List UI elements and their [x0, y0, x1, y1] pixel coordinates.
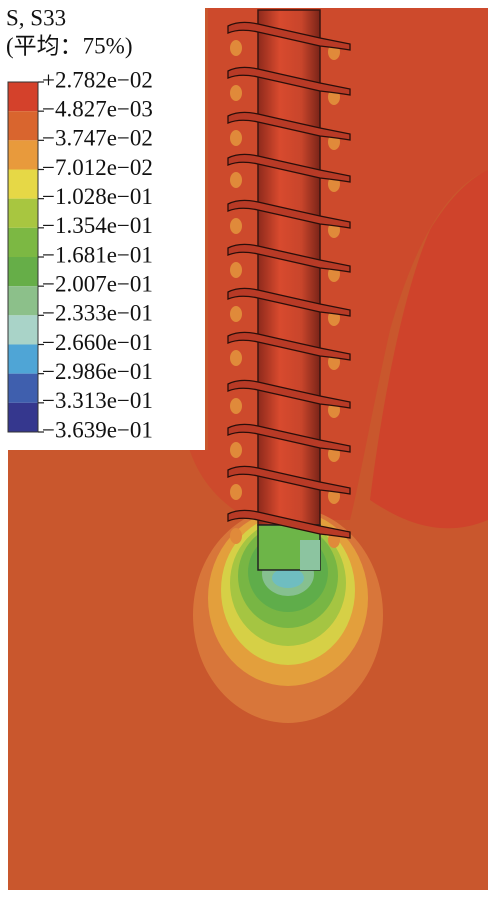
- helix-plate: [227, 287, 351, 317]
- plate-spot: [230, 130, 242, 146]
- pile-tip-shade: [300, 540, 320, 570]
- plate-spot: [230, 306, 242, 322]
- legend-label: −3.313e−01: [42, 388, 153, 413]
- helix-plate: [227, 111, 351, 141]
- legend-label: −2.986e−01: [42, 359, 153, 384]
- legend-swatch: [8, 402, 38, 432]
- plate-spot: [230, 350, 242, 366]
- legend-label: +2.782e−02: [42, 67, 153, 92]
- legend-swatch: [8, 286, 38, 316]
- legend-label: −2.333e−01: [42, 301, 153, 326]
- legend-label: −1.028e−01: [42, 184, 153, 209]
- helix-plate: [227, 331, 351, 361]
- legend-label: −4.827e−03: [42, 96, 153, 121]
- helix-plate: [227, 509, 351, 539]
- bulb-core: [272, 568, 304, 588]
- legend-label: −3.639e−01: [42, 417, 153, 442]
- helix-plate: [227, 379, 351, 409]
- plate-spot: [230, 528, 242, 544]
- legend-swatch: [8, 227, 38, 257]
- pile: [227, 9, 351, 571]
- legend-swatch: [8, 257, 38, 287]
- legend-swatch: [8, 82, 38, 112]
- legend-swatch: [8, 373, 38, 403]
- legend-label: −1.354e−01: [42, 213, 153, 238]
- plate-spot: [230, 262, 242, 278]
- plate-spot: [230, 484, 242, 500]
- helix-plate: [227, 243, 351, 273]
- legend: +2.782e−02 −4.827e−03 −3.747e−02 −7.012e−02…: [7, 67, 153, 442]
- plate-spot: [230, 442, 242, 458]
- plate-spot: [230, 172, 242, 188]
- legend-label: −1.681e−01: [42, 242, 153, 267]
- legend-label: −3.747e−02: [42, 126, 153, 151]
- legend-swatch: [8, 315, 38, 345]
- upper-zone: [205, 8, 488, 529]
- helix-plate: [227, 465, 351, 495]
- helix-plate: [227, 66, 351, 96]
- legend-swatch: [8, 198, 38, 228]
- legend-subtitle: (平均：75%): [6, 33, 132, 58]
- legend-label: −2.007e−01: [42, 271, 153, 296]
- helix-plate: [227, 199, 351, 229]
- legend-swatch: [8, 140, 38, 170]
- helix-plate: [227, 153, 351, 183]
- legend-label: −2.660e−01: [42, 330, 153, 355]
- legend-label: −7.012e−02: [42, 155, 153, 180]
- legend-swatch: [8, 169, 38, 199]
- legend-title: S, S33: [6, 5, 66, 30]
- plate-spot: [230, 85, 242, 101]
- helix-plate: [227, 21, 351, 51]
- plate-spot: [230, 398, 242, 414]
- legend-swatch: [8, 111, 38, 141]
- plate-spot: [230, 40, 242, 56]
- plate-spot: [230, 218, 242, 234]
- helix-plate: [227, 423, 351, 453]
- legend-swatch: [8, 344, 38, 374]
